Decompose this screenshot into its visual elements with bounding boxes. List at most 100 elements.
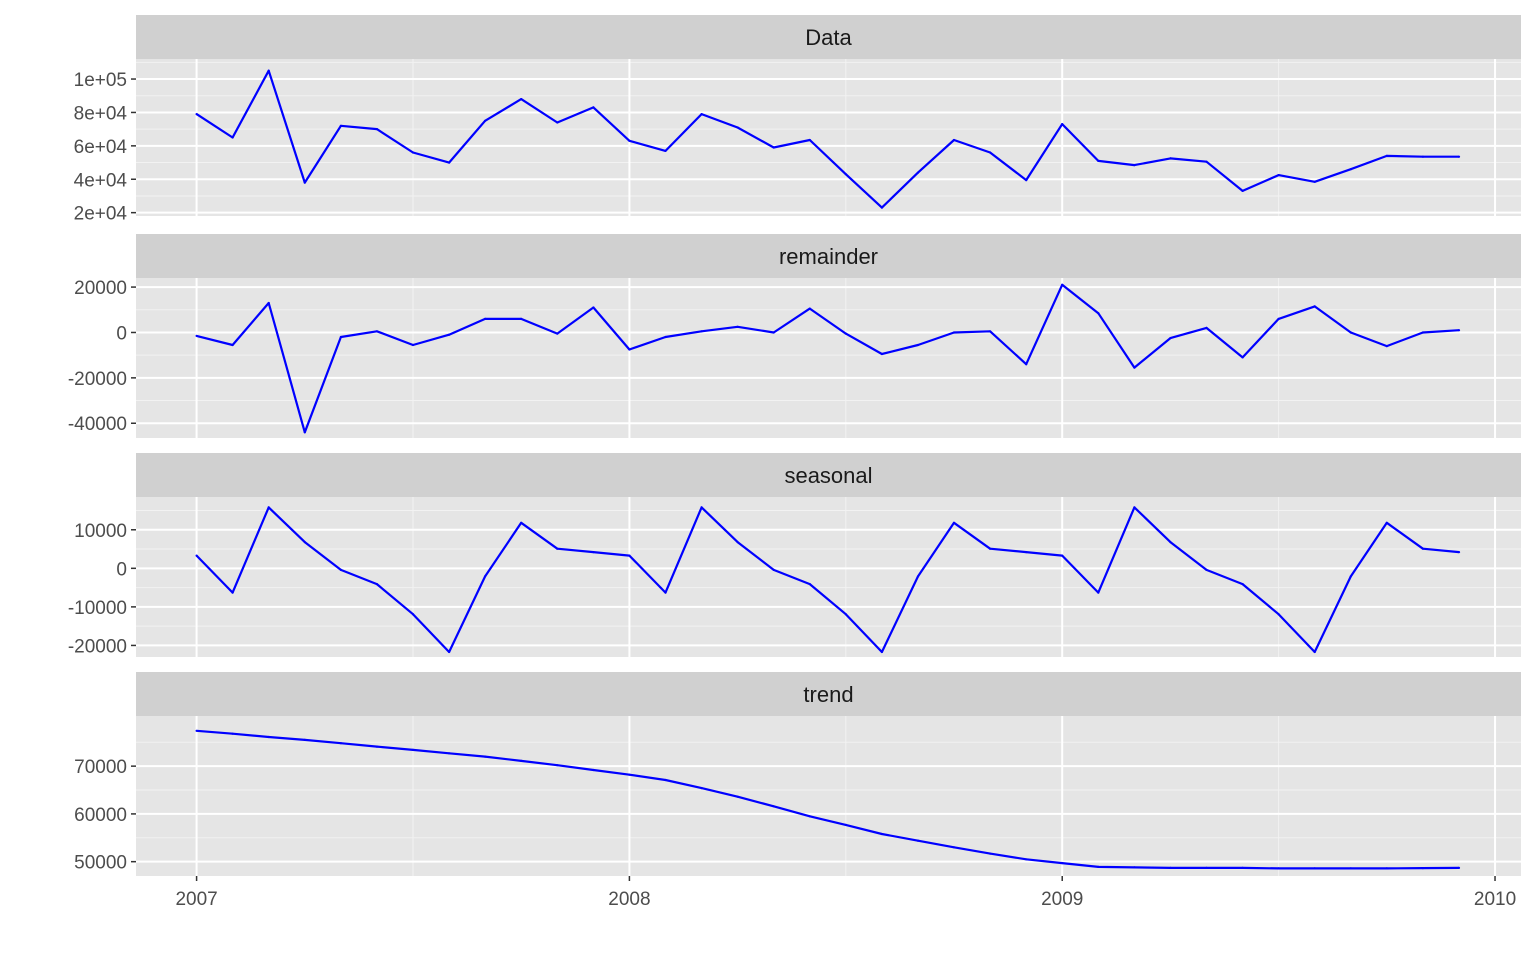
data-point (700, 113, 703, 116)
y-tick-label: 50000 (74, 853, 127, 874)
data-point (1241, 189, 1244, 192)
facet-strip-background (136, 234, 1521, 278)
data-point (664, 335, 667, 339)
data-point (628, 348, 631, 351)
series-line (196, 729, 1460, 870)
data-point (448, 752, 451, 755)
data-point (916, 839, 920, 842)
data-point (1421, 547, 1424, 550)
data-point (592, 768, 595, 772)
panel-background (136, 716, 1521, 876)
data-point (1313, 180, 1316, 183)
data-point (1025, 551, 1028, 554)
data-point (1205, 326, 1208, 329)
data-point (1385, 345, 1388, 348)
data-point (772, 146, 775, 149)
facet-strip-label: remainder (779, 244, 878, 269)
data-point (556, 547, 559, 550)
data-point (700, 330, 703, 333)
data-point (772, 805, 775, 808)
data-point (989, 330, 992, 333)
data-point (844, 823, 847, 827)
data-point (736, 541, 739, 544)
data-point (339, 568, 342, 572)
data-point (1349, 867, 1352, 870)
data-point (520, 317, 523, 320)
data-point (736, 325, 739, 328)
y-tick-label: 0 (116, 559, 127, 580)
y-tick-label: 4e+04 (74, 170, 128, 191)
y-tick-label: 20000 (74, 278, 127, 299)
data-point (411, 151, 415, 154)
data-point (303, 181, 306, 184)
data-point (628, 554, 631, 557)
data-point (1205, 866, 1208, 870)
data-point (1349, 331, 1352, 334)
y-tick-label: 10000 (74, 521, 127, 542)
data-point (556, 121, 559, 124)
data-point (1457, 329, 1461, 332)
data-point (1241, 583, 1244, 586)
data-point (808, 138, 811, 142)
data-point (1277, 613, 1280, 616)
facet-strip-background (136, 15, 1521, 59)
data-point (267, 506, 270, 509)
x-tick-label: 2009 (1041, 889, 1083, 910)
data-point (664, 591, 667, 594)
data-point (880, 832, 884, 836)
data-point (628, 773, 631, 776)
data-point (1025, 858, 1028, 861)
data-point (989, 547, 992, 550)
panel-background (136, 497, 1521, 657)
data-point (628, 139, 631, 142)
facet-strip-background (136, 672, 1521, 716)
data-point (1457, 866, 1461, 870)
data-point (411, 613, 415, 616)
data-point (592, 106, 595, 109)
data-point (1277, 867, 1280, 870)
y-tick-label: -20000 (68, 369, 127, 390)
y-tick-label: 0 (116, 323, 127, 344)
data-point (231, 343, 234, 347)
data-point (952, 138, 956, 142)
y-tick-label: 70000 (74, 757, 127, 778)
facet-strip-background (136, 453, 1521, 497)
y-tick-label: 2e+04 (74, 204, 128, 225)
data-point (1061, 123, 1064, 126)
data-point (484, 755, 487, 758)
data-point (880, 206, 884, 209)
data-point (844, 173, 847, 176)
data-point (736, 795, 739, 798)
panel-background (136, 278, 1521, 438)
data-point (556, 332, 559, 335)
data-point (556, 764, 559, 767)
data-point (339, 742, 342, 745)
data-point (1169, 157, 1172, 160)
data-point (1277, 174, 1280, 177)
data-point (411, 343, 415, 347)
y-tick-label: -10000 (68, 598, 127, 619)
data-point (1097, 312, 1100, 315)
data-point (303, 431, 306, 434)
y-tick-label: 6e+04 (74, 137, 128, 158)
x-tick-label: 2008 (608, 889, 650, 910)
data-point (231, 591, 234, 594)
data-point (1133, 164, 1136, 167)
data-point (303, 738, 306, 742)
data-point (1097, 591, 1100, 594)
data-point (1061, 554, 1064, 557)
data-point (880, 650, 884, 654)
data-point (1385, 867, 1388, 870)
x-tick-label: 2010 (1474, 889, 1516, 910)
data-point (1421, 155, 1424, 158)
data-point (1205, 568, 1208, 572)
data-point (1169, 337, 1172, 340)
data-point (195, 554, 198, 557)
data-point (989, 151, 992, 154)
data-point (1061, 283, 1064, 286)
data-point (772, 331, 775, 334)
data-point (1313, 650, 1316, 654)
y-tick-label: 8e+04 (74, 103, 128, 124)
data-point (952, 331, 956, 334)
series-line (196, 69, 1459, 209)
